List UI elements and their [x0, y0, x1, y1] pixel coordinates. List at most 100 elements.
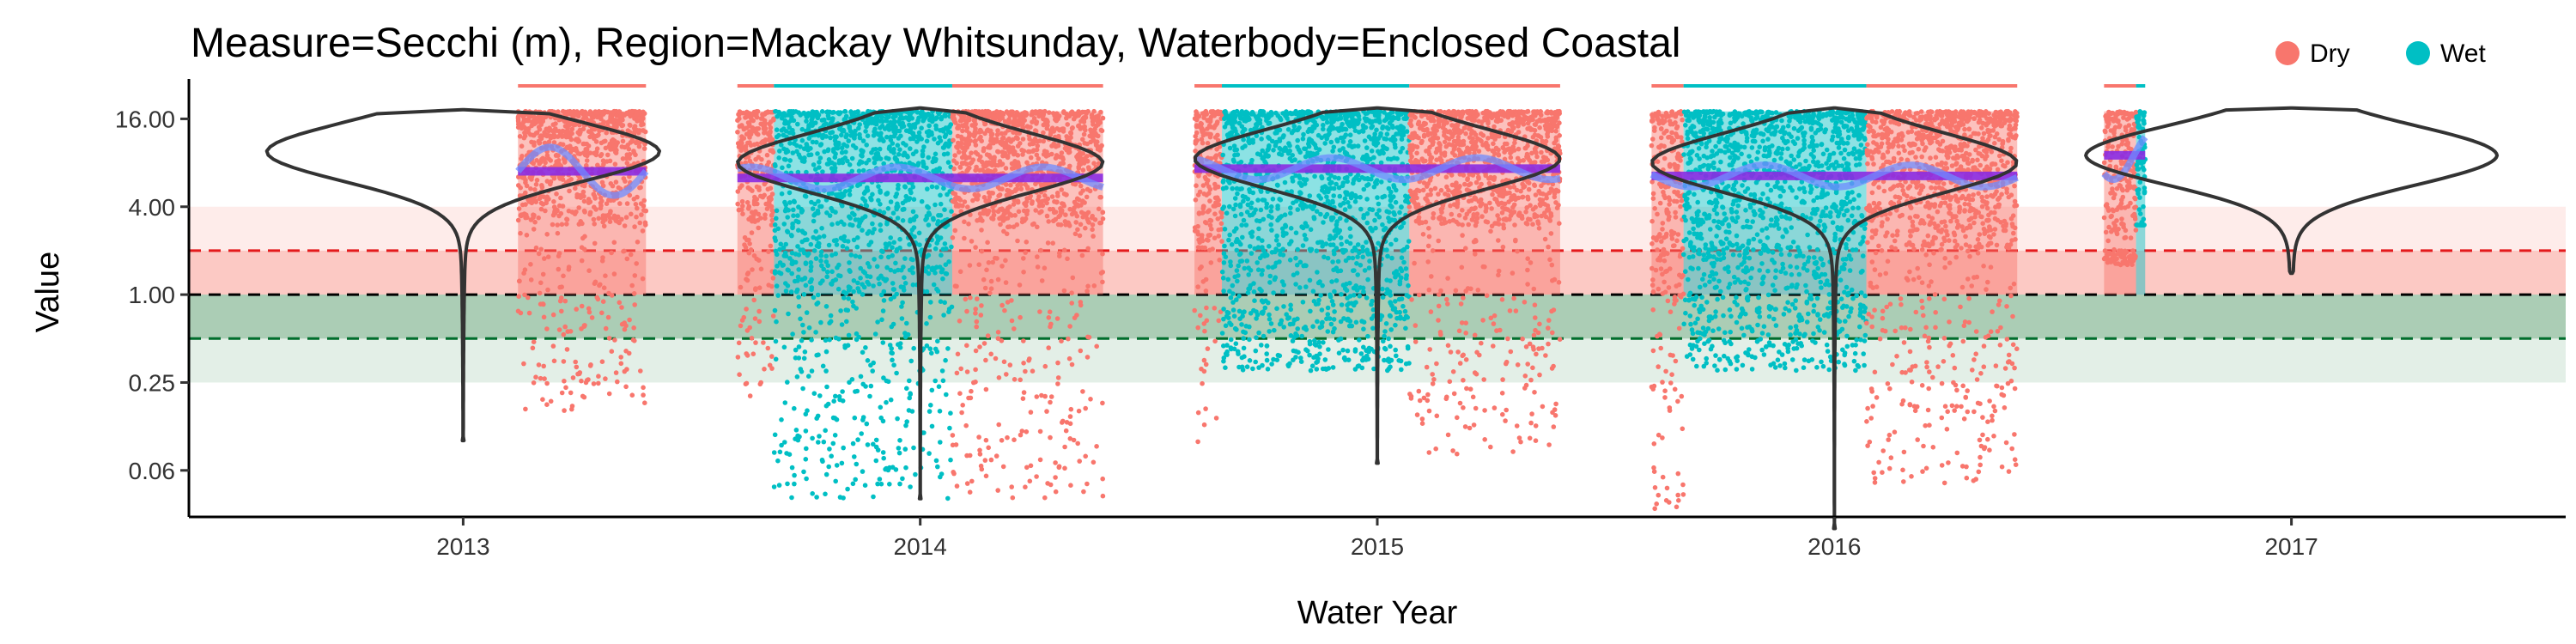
observation-point [817, 434, 822, 439]
observation-point [1382, 333, 1387, 339]
observation-point [774, 127, 780, 132]
observation-point [641, 208, 647, 213]
observation-point [865, 273, 870, 279]
observation-point [853, 477, 858, 483]
observation-point [1253, 207, 1258, 213]
observation-point [588, 362, 593, 368]
observation-point [1060, 418, 1066, 424]
observation-point [1315, 270, 1320, 275]
observation-point [820, 278, 825, 283]
plot-area [189, 84, 2566, 531]
observation-point [820, 135, 825, 141]
observation-point [1205, 346, 1211, 351]
observation-point [560, 177, 566, 182]
observation-point [855, 280, 860, 286]
observation-point [924, 321, 929, 326]
observation-point [563, 130, 569, 135]
observation-point [848, 252, 854, 258]
observation-point [918, 111, 923, 116]
observation-point [750, 129, 756, 134]
observation-point [916, 133, 922, 139]
observation-point [820, 169, 825, 174]
observation-point [988, 351, 993, 357]
observation-point [828, 313, 834, 319]
observation-point [999, 338, 1005, 343]
observation-point [627, 122, 633, 128]
observation-point [1207, 117, 1213, 123]
observation-point [606, 336, 612, 341]
observation-point [1205, 209, 1211, 215]
observation-point [829, 269, 835, 275]
observation-point [968, 295, 973, 301]
observation-point [1018, 115, 1023, 120]
observation-point [845, 486, 850, 492]
observation-point [532, 212, 537, 218]
observation-point [608, 181, 614, 186]
observation-point [872, 160, 878, 166]
observation-point [1215, 132, 1220, 138]
observation-point [910, 270, 915, 276]
observation-point [1392, 306, 1398, 312]
observation-point [847, 188, 853, 193]
observation-point [787, 158, 793, 163]
observation-point [1364, 220, 1370, 226]
observation-point [1219, 239, 1224, 244]
observation-point [851, 237, 857, 243]
observation-point [601, 139, 607, 144]
observation-point [592, 279, 598, 285]
observation-point [607, 141, 613, 147]
observation-point [1008, 182, 1013, 188]
observation-point [735, 201, 740, 207]
observation-point [748, 215, 754, 220]
observation-point [916, 115, 921, 121]
observation-point [591, 381, 597, 386]
observation-point [792, 405, 797, 411]
observation-point [942, 300, 947, 306]
observation-point [998, 222, 1003, 228]
observation-point [823, 349, 829, 355]
observation-point [1362, 268, 1368, 273]
observation-point [755, 201, 760, 207]
observation-point [545, 254, 551, 260]
observation-point [890, 141, 896, 146]
observation-point [850, 481, 856, 487]
observation-point [975, 296, 980, 301]
observation-point [1393, 322, 1398, 328]
observation-point [841, 117, 848, 123]
observation-point [839, 132, 844, 138]
observation-point [820, 459, 825, 465]
observation-point [878, 404, 884, 410]
observation-point [951, 137, 956, 143]
observation-point [788, 233, 794, 238]
observation-point [816, 440, 821, 445]
observation-point [740, 110, 746, 116]
observation-point [1100, 251, 1105, 257]
observation-point [1276, 242, 1281, 247]
observation-point [1273, 238, 1279, 243]
observation-point [890, 245, 895, 251]
observation-point [924, 289, 930, 295]
observation-point [1066, 355, 1072, 361]
observation-point [843, 149, 848, 155]
observation-point [938, 192, 943, 198]
observation-point [1347, 132, 1353, 137]
observation-point [1100, 493, 1106, 499]
observation-point [808, 279, 814, 284]
observation-point [519, 212, 524, 217]
observation-point [964, 308, 969, 314]
observation-point [964, 369, 970, 374]
observation-point [1100, 476, 1105, 482]
observation-point [887, 482, 892, 487]
observation-point [1032, 137, 1038, 142]
observation-point [851, 111, 856, 116]
observation-point [822, 149, 827, 155]
observation-point [808, 264, 814, 270]
observation-point [601, 111, 607, 116]
observation-point [1048, 482, 1054, 488]
observation-point [881, 161, 886, 167]
observation-point [624, 110, 629, 116]
observation-point [636, 110, 641, 115]
observation-point [854, 331, 860, 337]
observation-point [896, 446, 902, 451]
observation-point [902, 256, 908, 261]
